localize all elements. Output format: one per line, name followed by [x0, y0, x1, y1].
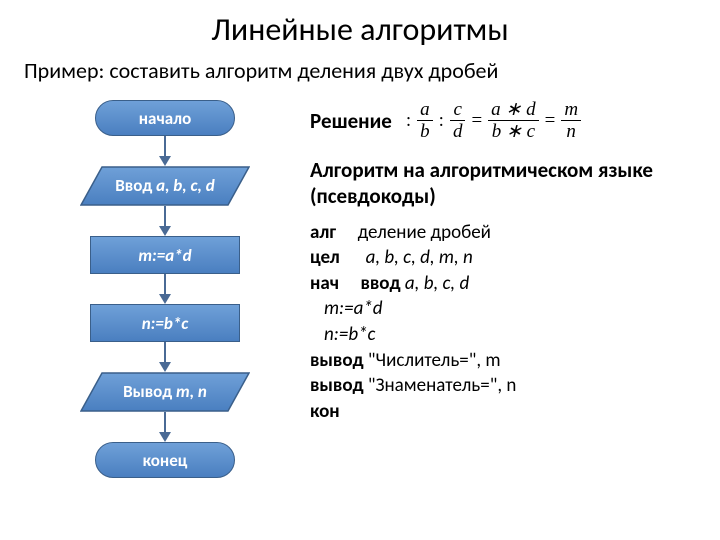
- output-prefix: Вывод: [123, 381, 176, 402]
- op-eq: =: [545, 110, 556, 132]
- pseudo-text: a, b, c, d, m, n: [366, 246, 473, 269]
- terminator-end: конец: [95, 442, 235, 478]
- arrow-icon: [155, 206, 175, 236]
- pseudo-text: "Знаменатель=", n: [368, 374, 516, 397]
- frac-num: a: [417, 100, 433, 121]
- formula: : ab : cd = a ∗ db ∗ c = mn: [406, 100, 581, 141]
- kw-nach: нач: [310, 272, 339, 295]
- solution-label: Решение: [310, 108, 392, 134]
- pseudo-text: n:=b*c: [310, 322, 375, 348]
- page-title: Линейные алгоритмы: [0, 0, 720, 49]
- input-prefix: Ввод: [115, 175, 156, 196]
- kw-alg: алг: [310, 221, 336, 244]
- arrow-icon: [155, 274, 175, 304]
- frac-den: b: [417, 121, 433, 141]
- frac-den: b ∗ c: [489, 121, 538, 141]
- pseudocode: алг деление дробей цел a, b, c, d, m, n …: [310, 220, 700, 425]
- pseudo-text: a, b, c, d: [405, 272, 469, 295]
- io-input: Ввод a, b, c, d: [80, 166, 250, 206]
- kw-vyvod: вывод: [310, 374, 364, 397]
- output-vars: m, n: [176, 381, 207, 402]
- kw-vyvod: вывод: [310, 349, 364, 372]
- arrow-icon: [155, 136, 175, 166]
- solution-row: Решение : ab : cd = a ∗ db ∗ c = mn: [310, 100, 700, 141]
- pseudo-text: "Числитель=", m: [368, 349, 501, 372]
- io-output: Вывод m, n: [80, 372, 250, 412]
- pseudo-text: деление дробей: [358, 221, 491, 244]
- kw-cel: цел: [310, 246, 340, 269]
- pseudo-line: n:=b*c: [310, 322, 700, 348]
- pseudo-line: вывод "Знаменатель=", n: [310, 373, 700, 399]
- process-m: m:=a*d: [90, 236, 240, 274]
- arrow-icon: [155, 342, 175, 372]
- colon: :: [406, 110, 411, 132]
- page-subtitle: Пример: составить алгоритм деления двух …: [0, 49, 720, 84]
- flowchart: начало Ввод a, b, c, d m:=a*d n:=b*c: [40, 100, 290, 478]
- pseudo-line: цел a, b, c, d, m, n: [310, 245, 700, 271]
- pseudo-text: m:=a*d: [310, 296, 383, 322]
- pseudo-line: нач ввод a, b, c, d: [310, 271, 700, 297]
- input-vars: a, b, c, d: [156, 175, 215, 196]
- arrow-icon: [155, 412, 175, 442]
- op-eq: =: [471, 110, 482, 132]
- pseudo-line: вывод "Числитель=", m: [310, 348, 700, 374]
- solution-panel: Решение : ab : cd = a ∗ db ∗ c = mn Алго…: [310, 100, 700, 425]
- pseudo-line: алг деление дробей: [310, 220, 700, 246]
- frac-num: m: [561, 100, 581, 121]
- kw-vvod: ввод: [361, 272, 401, 295]
- pseudo-line: m:=a*d: [310, 296, 700, 322]
- frac-num: a ∗ d: [488, 100, 538, 121]
- frac-num: c: [450, 100, 464, 121]
- frac-den: d: [450, 121, 466, 141]
- frac-den: n: [563, 121, 579, 141]
- op-divide: :: [439, 110, 444, 132]
- algo-heading: Алгоритм на алгоритмическом языке (псевд…: [310, 157, 700, 210]
- process-n: n:=b*c: [90, 304, 240, 342]
- terminator-start: начало: [95, 100, 235, 136]
- pseudo-line: кон: [310, 399, 700, 425]
- kw-kon: кон: [310, 400, 340, 423]
